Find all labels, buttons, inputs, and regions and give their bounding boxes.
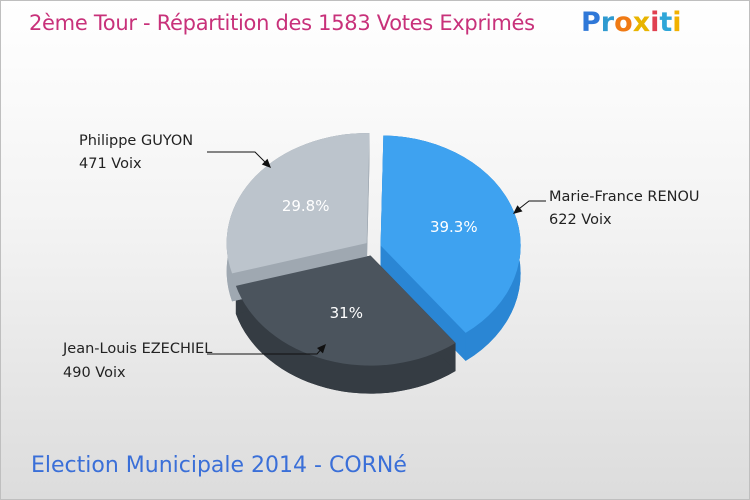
election-subtitle: Election Municipale 2014 - CORNé <box>31 453 407 478</box>
logo-letter: o <box>614 7 633 38</box>
logo-letter: i <box>672 7 682 38</box>
legend-votes-ezechiel: 490 Voix <box>63 365 126 381</box>
leader-line-guyon <box>207 151 270 167</box>
leader-arrow-guyon <box>261 158 271 168</box>
proxiti-logo: Proxiti <box>581 7 682 38</box>
logo-letter: x <box>632 7 651 38</box>
leader-arrow-renou <box>513 205 523 214</box>
pct-label-guyon: 29.8% <box>281 197 330 216</box>
legend-votes-renou: 622 Voix <box>549 212 612 228</box>
logo-letter: t <box>659 7 673 38</box>
legend-votes-guyon: 471 Voix <box>79 156 142 172</box>
pct-label-ezechiel: 31% <box>329 304 363 323</box>
logo-letter: i <box>650 7 660 38</box>
legend-name-guyon: Philippe GUYON <box>79 133 194 149</box>
chart-title: 2ème Tour - Répartition des 1583 Votes E… <box>29 11 535 35</box>
logo-letter: r <box>600 7 615 38</box>
slice-edge-guyon <box>366 133 370 272</box>
leader-arrow-ezechiel <box>317 344 326 354</box>
pct-label-renou: 39.3% <box>429 217 478 236</box>
slice-renou <box>380 135 521 333</box>
slice-wall-ezechiel <box>235 285 456 394</box>
legend-name-renou: Marie-France RENOU <box>549 189 700 205</box>
slice-guyon <box>226 133 370 274</box>
legend-name-ezechiel: Jean-Louis EZECHIEL <box>63 341 213 357</box>
logo-letter: P <box>581 7 601 38</box>
slice-ezechiel <box>235 255 456 366</box>
